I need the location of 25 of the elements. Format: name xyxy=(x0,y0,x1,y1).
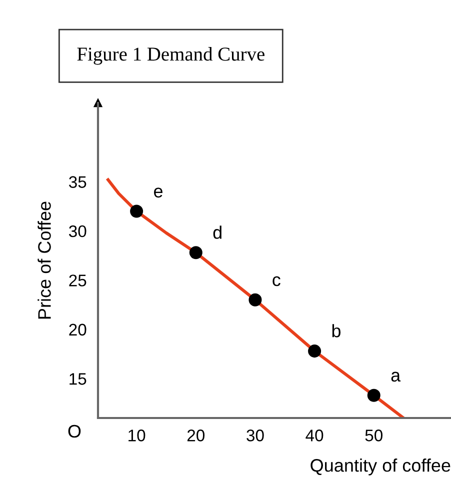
point xyxy=(308,344,322,358)
point xyxy=(130,204,144,218)
point xyxy=(367,388,380,402)
x-tick-label: 40 xyxy=(306,430,324,442)
annotation: d xyxy=(213,226,222,239)
annotation: a xyxy=(391,372,401,382)
y-tick-label: 15 xyxy=(70,373,86,385)
annotation: b xyxy=(332,324,340,338)
x-tick-label: 50 xyxy=(365,430,382,442)
x-tick-label: 10 xyxy=(128,430,146,442)
y-tick-label: 35 xyxy=(68,176,86,188)
text: O xyxy=(68,424,81,438)
point xyxy=(189,246,202,260)
y-tick-label: 20 xyxy=(69,324,86,336)
y-tick-label: 25 xyxy=(69,274,86,286)
line-series xyxy=(106,178,406,418)
x-tick-label: 20 xyxy=(187,430,205,442)
annotation: c xyxy=(272,276,280,286)
point xyxy=(248,293,262,306)
chart-title: Figure 1 Demand Curve xyxy=(77,47,264,65)
x-tick-label: 30 xyxy=(246,430,264,442)
annotation: e xyxy=(154,188,162,198)
x-axis-title: Quantity of coffee xyxy=(310,458,450,476)
y-axis-title: Price of Coffee xyxy=(38,202,51,319)
y-tick-label: 30 xyxy=(68,225,86,238)
